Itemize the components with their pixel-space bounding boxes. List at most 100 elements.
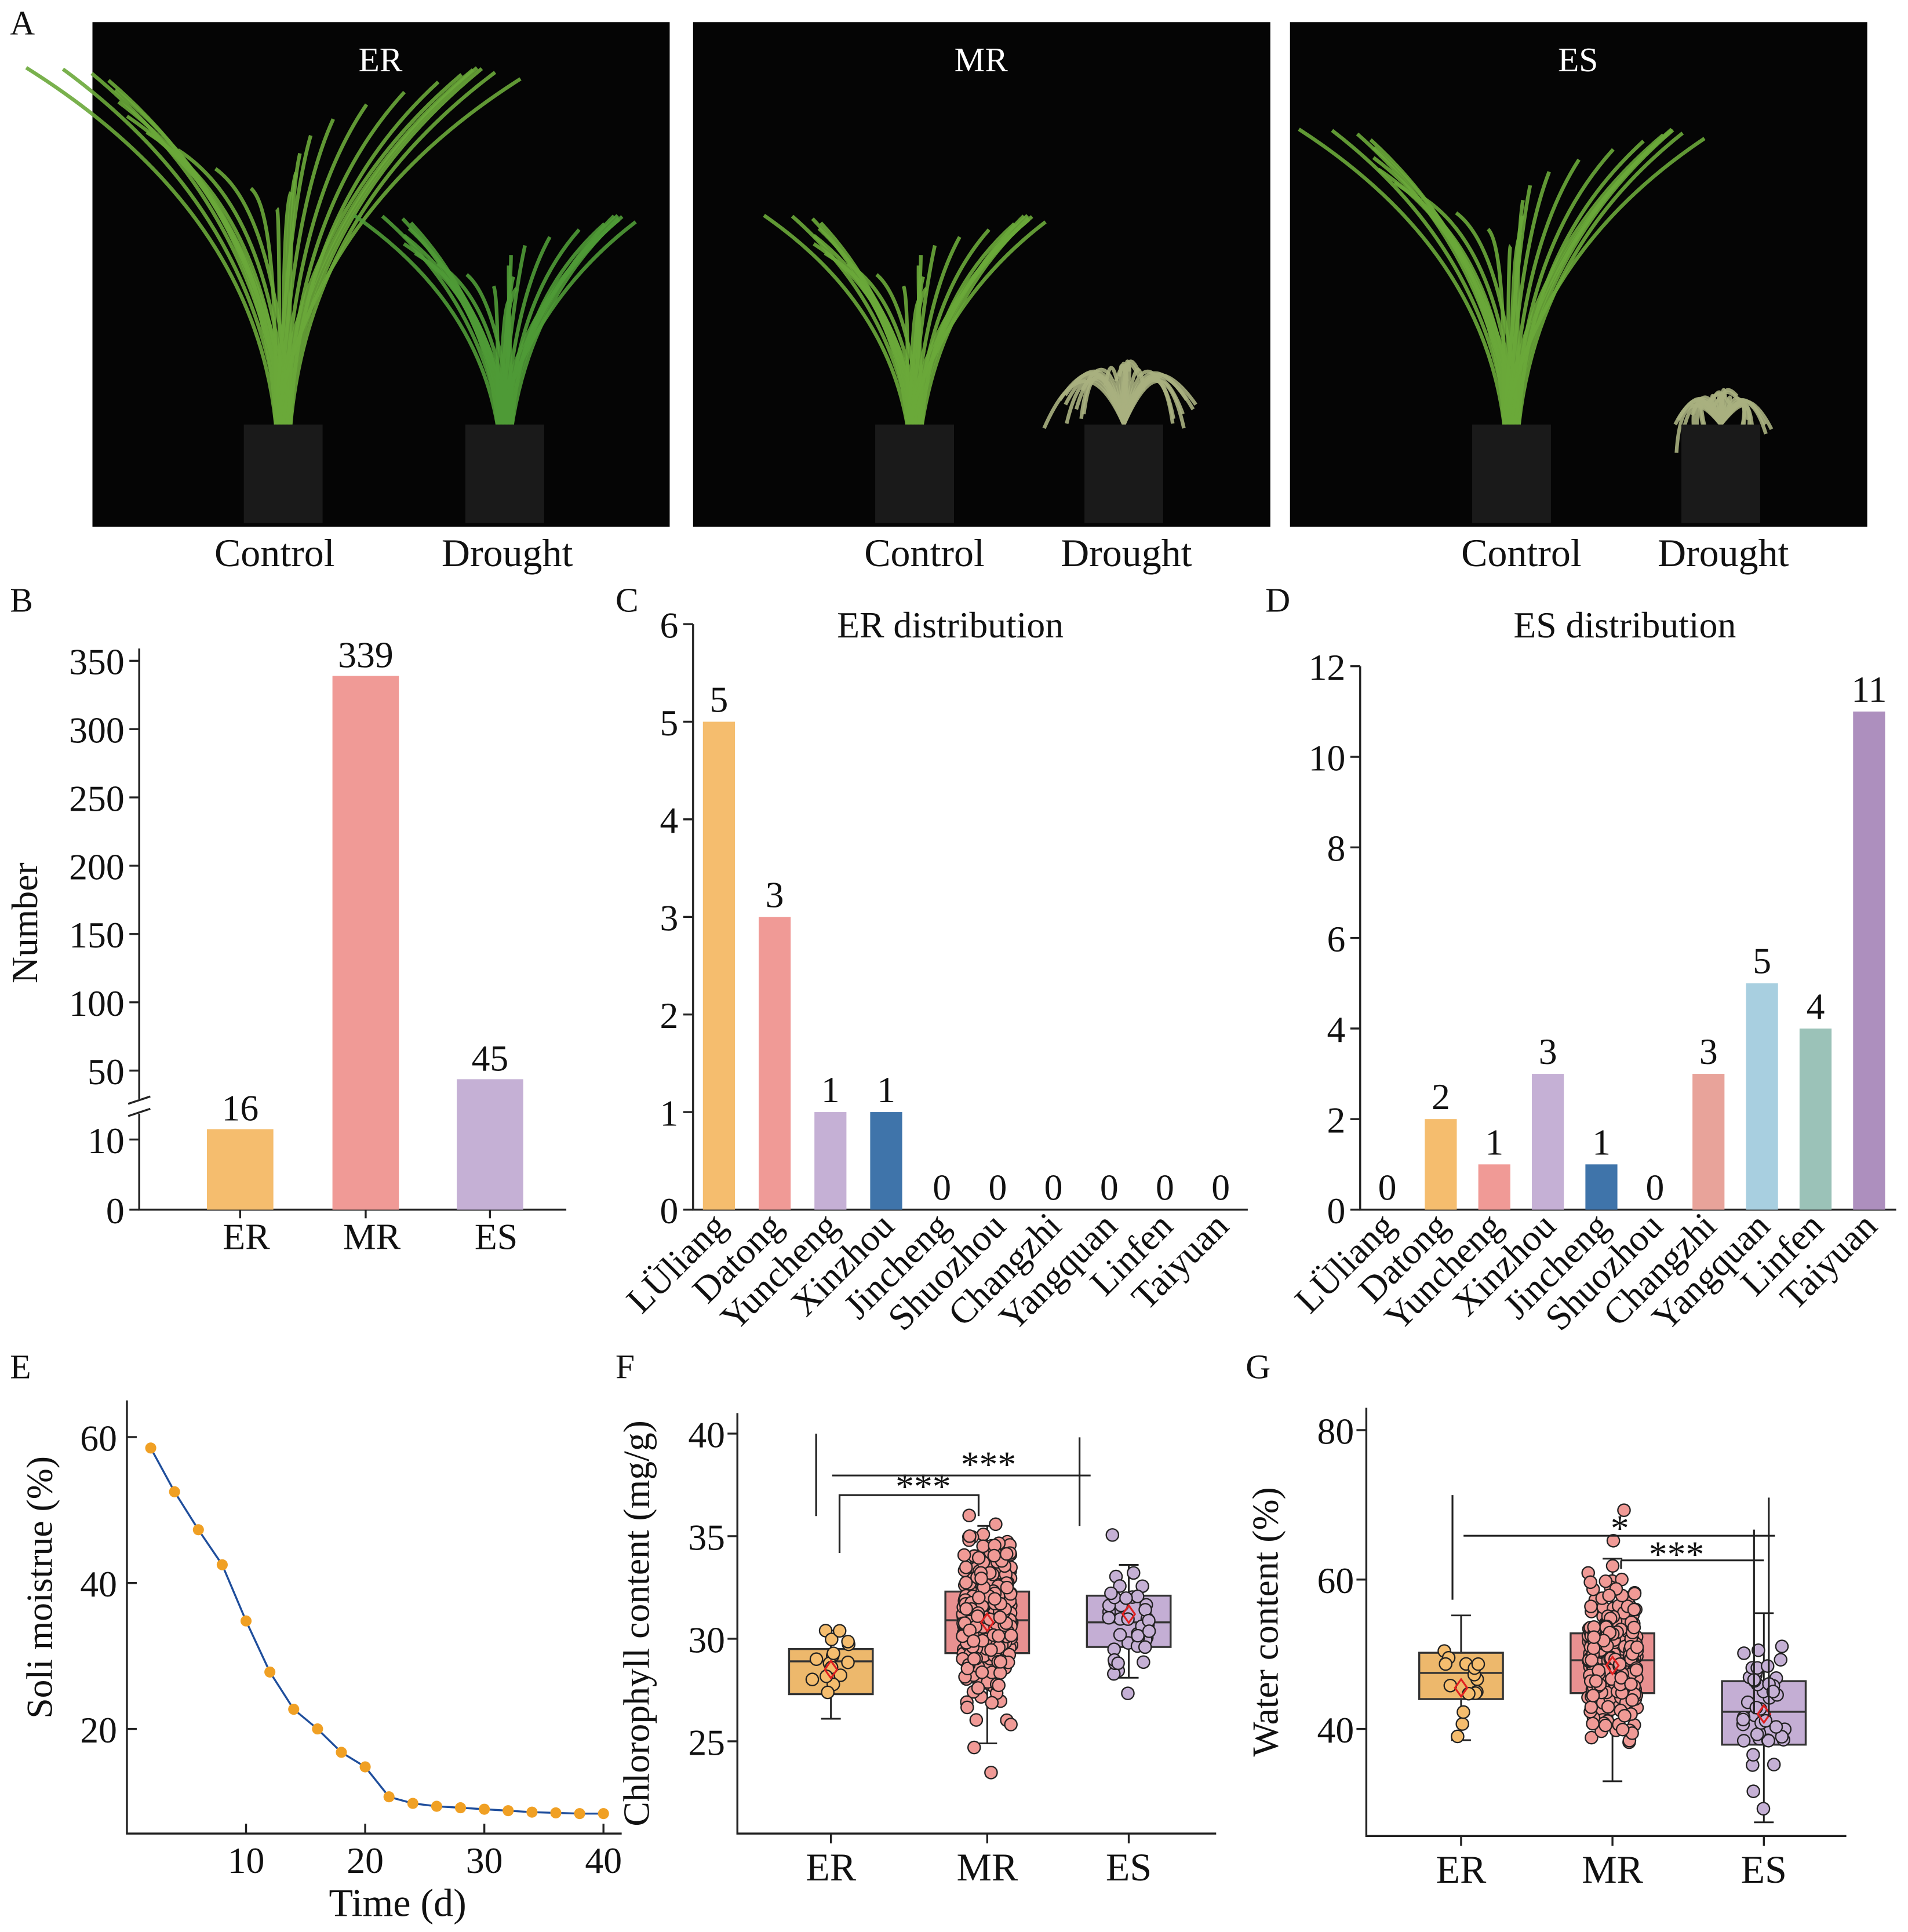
- mean-marker: [1454, 1678, 1469, 1698]
- data-point: [992, 1678, 1006, 1693]
- bar: [1746, 983, 1778, 1210]
- data-point: [1737, 1646, 1751, 1660]
- data-point: [1601, 1700, 1615, 1714]
- data-point: [1614, 1671, 1628, 1685]
- data-point: [1769, 1720, 1783, 1734]
- y-tick-label: 0: [106, 1190, 125, 1231]
- data-point: [240, 1615, 252, 1627]
- leaf: [905, 220, 1047, 425]
- leaf: [1513, 128, 1674, 425]
- y-tick-label: 300: [69, 710, 125, 751]
- data-point: [989, 1517, 1003, 1532]
- data-point: [1599, 1718, 1612, 1733]
- x-tick-label: MR: [956, 1845, 1018, 1889]
- data-point: [264, 1666, 276, 1678]
- panel-b-bar-chart: 0 10 50 100 150 200 250 300 350 Number 16 ER 339 MR 45…: [4, 634, 567, 1257]
- leaf: [289, 71, 497, 425]
- data-point: [963, 1529, 977, 1543]
- data-point: [1102, 1610, 1116, 1625]
- pot: [1472, 424, 1551, 523]
- leaf: [496, 220, 637, 425]
- data-point: [967, 1652, 981, 1666]
- data-point: [1439, 1657, 1452, 1671]
- axes: [1365, 1408, 1847, 1838]
- data-point: [1599, 1574, 1613, 1588]
- photo-title: MR: [954, 41, 1008, 79]
- y-tick-label: 0: [1327, 1190, 1345, 1231]
- y-tick-label: 10: [1309, 737, 1346, 778]
- series-line: [150, 1447, 604, 1815]
- data-point: [1105, 1528, 1120, 1542]
- data-point: [805, 1672, 820, 1686]
- data-point: [1004, 1628, 1018, 1643]
- control-label: Control: [214, 531, 335, 575]
- leaf: [25, 66, 278, 425]
- data-point: [1749, 1700, 1764, 1715]
- x-tick-label: ES: [1741, 1847, 1787, 1891]
- data-point: [976, 1539, 990, 1554]
- data-point: [962, 1508, 976, 1522]
- data-point: [1113, 1579, 1127, 1593]
- chart-title: ER distribution: [837, 604, 1064, 646]
- data-point: [966, 1634, 981, 1648]
- y-tick-label: 8: [1327, 828, 1345, 869]
- bar: [702, 721, 735, 1210]
- y-tick-label: 60: [80, 1417, 117, 1459]
- data-point: [971, 1551, 986, 1565]
- y-tick-label: 200: [69, 846, 125, 887]
- data-point: [1138, 1640, 1152, 1654]
- data-point: [1746, 1748, 1760, 1762]
- leaf: [281, 66, 479, 425]
- bar: [758, 917, 791, 1210]
- photo-title: ES: [1558, 41, 1598, 79]
- data-point: [1000, 1580, 1014, 1595]
- data-point: [841, 1655, 855, 1669]
- mean-marker: [980, 1612, 995, 1633]
- significance-bracket: [1451, 1495, 1775, 1717]
- data-point: [833, 1668, 847, 1682]
- data-point: [1462, 1686, 1476, 1701]
- bar: [814, 1112, 847, 1210]
- data-point: [1615, 1722, 1630, 1737]
- drought-label: Drought: [1061, 531, 1192, 575]
- x-tick-label: ES: [475, 1216, 518, 1257]
- y-tick-label: 350: [69, 641, 125, 683]
- x-tick-label: 40: [585, 1840, 622, 1881]
- data-point: [960, 1661, 975, 1676]
- y-tick-label: 60: [1317, 1560, 1354, 1601]
- data-point: [1602, 1588, 1616, 1603]
- data-point: [1618, 1709, 1632, 1723]
- axes: [736, 1413, 1217, 1835]
- data-point: [1137, 1655, 1150, 1669]
- data-point: [1627, 1602, 1641, 1617]
- bar: [1853, 711, 1885, 1210]
- leaf: [495, 255, 513, 425]
- data-point: [169, 1486, 180, 1497]
- data-point: [1455, 1717, 1469, 1731]
- data-point: [959, 1602, 973, 1616]
- axes: [126, 1400, 622, 1835]
- x-tick-label: ES: [1106, 1845, 1152, 1889]
- bar-value-label: 1: [1592, 1121, 1611, 1162]
- control-label: Control: [1461, 531, 1582, 575]
- leaf: [1298, 127, 1506, 425]
- leaf: [1122, 379, 1186, 429]
- y-tick-label: 40: [688, 1414, 725, 1455]
- leaf: [274, 73, 463, 425]
- panel-label: G: [1246, 1347, 1270, 1386]
- data-point: [841, 1635, 855, 1649]
- data-point: [1119, 1591, 1133, 1605]
- mean-marker: [1605, 1655, 1620, 1676]
- leaf: [249, 187, 278, 425]
- pot: [875, 424, 954, 523]
- data-point: [383, 1791, 395, 1803]
- data-point: [1736, 1734, 1751, 1748]
- y-tick-label: 50: [88, 1051, 125, 1092]
- leaf: [1517, 132, 1684, 425]
- bar: [1532, 1074, 1564, 1210]
- data-point: [959, 1576, 973, 1590]
- bar: [206, 1129, 274, 1210]
- data-point: [526, 1806, 538, 1818]
